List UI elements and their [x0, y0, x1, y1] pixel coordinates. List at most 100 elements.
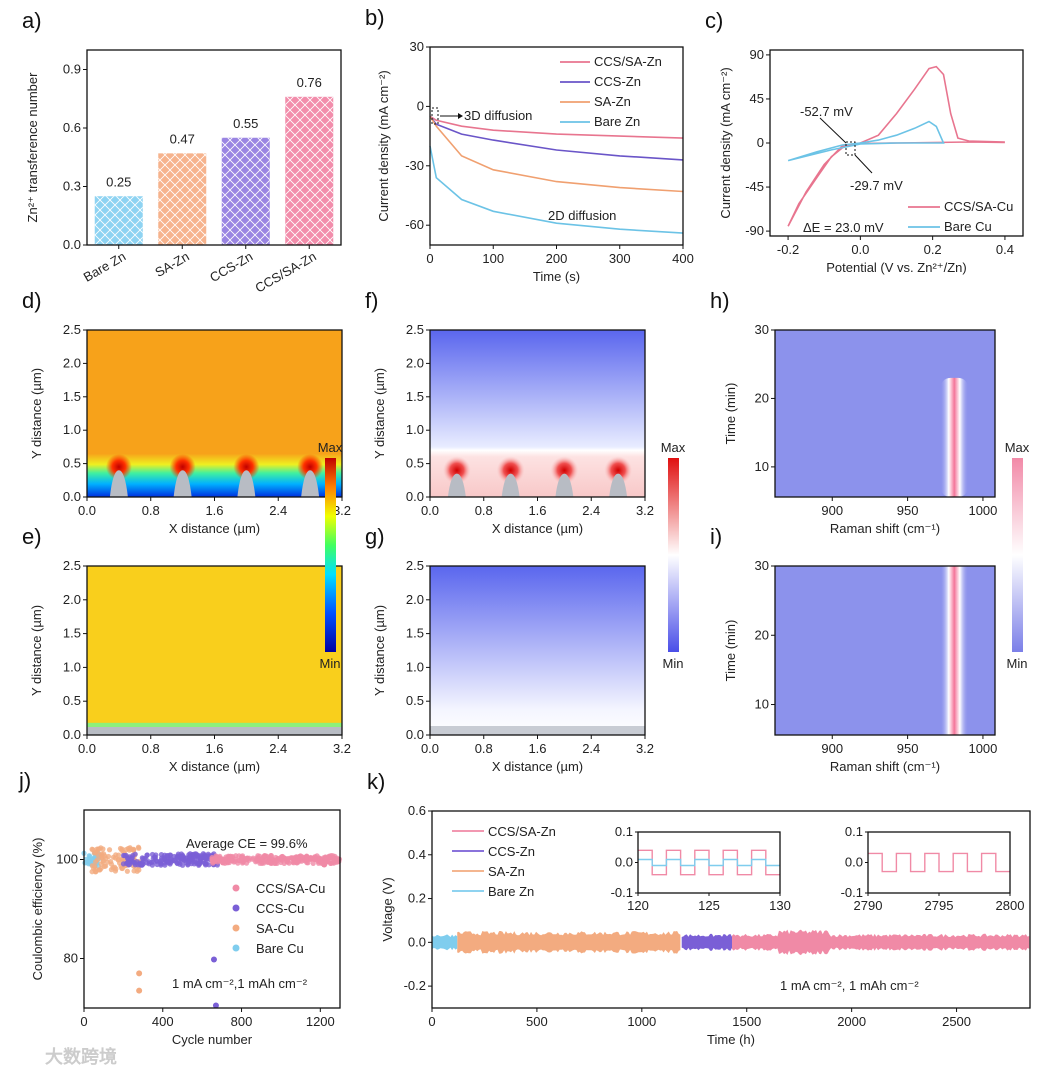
x-tick-label: 1500	[732, 1014, 761, 1029]
y-tick-label: 0.6	[408, 803, 426, 818]
y-tick-label: 0.5	[406, 693, 424, 708]
y-tick-label: -0.2	[404, 978, 426, 993]
plot-frame	[774, 329, 996, 498]
x-tick-label: 2500	[942, 1014, 971, 1029]
arrow	[819, 117, 847, 144]
x-tick-label: 1000	[968, 741, 997, 756]
y-tick-label: 80	[64, 951, 78, 966]
data-point	[143, 856, 149, 862]
annotation: 1 mA cm⁻²,1 mAh cm⁻²	[172, 976, 308, 991]
panel-f: f) 0.0 0.8 1.6 2.4 3.2 0.0 0.5 1.0 1.5 2.0 2.5 X dis…	[365, 288, 654, 536]
x-tick-label: 1200	[306, 1014, 335, 1029]
y-axis-label: Zn²⁺ transference number	[25, 72, 40, 223]
x-tick-label: 3.2	[333, 741, 351, 756]
data-point	[122, 853, 128, 859]
voltage-band	[681, 933, 732, 951]
data-point	[311, 856, 317, 862]
arrow	[854, 154, 873, 174]
outlier-point	[212, 1002, 219, 1009]
x-tick-label: 100	[482, 251, 504, 266]
x-tick-label: 0.8	[475, 741, 493, 756]
raman-peak-band	[940, 566, 969, 735]
panel-a: a) 0.0 0.3 0.6 0.9 Zn²⁺ transference number 0.…	[22, 8, 342, 296]
annotation: -52.7 mV	[800, 104, 853, 119]
hotspot	[233, 453, 260, 480]
data-point	[227, 853, 234, 859]
panel-label: e)	[22, 524, 42, 549]
y-tick-label: 0.0	[63, 237, 81, 252]
y-tick-label: 30	[755, 558, 769, 573]
y-axis-label: Y distance (µm)	[372, 605, 387, 696]
legend-label: SA-Cu	[256, 921, 294, 936]
legend-label: Bare Zn	[488, 884, 534, 899]
y-tick-label: 100	[56, 852, 78, 867]
y-axis-label: Time (min)	[723, 620, 738, 682]
y-tick-label: 1.0	[406, 659, 424, 674]
inset-frame	[637, 831, 781, 894]
colorbar-min-label: Min	[663, 656, 684, 671]
zoom-box	[431, 107, 439, 125]
panel-label: f)	[365, 288, 378, 313]
data-point	[117, 845, 124, 852]
panel-label: i)	[710, 524, 722, 549]
data-point	[108, 867, 115, 873]
x-tick-label: 0.2	[924, 242, 942, 257]
data-point	[113, 866, 119, 872]
colorbar: Max Min	[661, 440, 686, 671]
colorbar-max-label: Max	[661, 440, 686, 455]
x-tick-label: 2800	[996, 898, 1025, 913]
y-tick-label: 2.0	[63, 592, 81, 607]
bar-value-label: 0.25	[106, 174, 131, 189]
y-tick-label: 0.0	[63, 489, 81, 504]
panel-g: g) 0.0 0.8 1.6 2.4 3.2 0.0 0.5 1.0 1.5 2.0 2.5 X dis…	[365, 524, 654, 774]
data-point	[249, 856, 256, 862]
x-tick-label: 2790	[854, 898, 883, 913]
y-axis-label: Y distance (µm)	[372, 368, 387, 459]
outlier-point	[136, 970, 143, 977]
category-label: CCS/SA-Zn	[252, 249, 318, 296]
bar-value-label: 0.47	[170, 131, 195, 146]
y-tick-label: 0.3	[63, 179, 81, 194]
y-tick-label: 30	[755, 322, 769, 337]
panel-d: d) 0.0 0.8 1.6 2.4 3.2 0.0 0.5 1.0 1.5 2.0 2.5 X dis…	[22, 288, 351, 536]
legend-label: SA-Zn	[488, 864, 525, 879]
data-point	[273, 854, 279, 861]
series-line	[787, 120, 945, 162]
x-tick-label: 0	[80, 1014, 87, 1029]
inset-frame	[867, 831, 1011, 894]
category-label: SA-Zn	[152, 249, 191, 280]
data-point	[281, 860, 287, 867]
data-point	[202, 860, 208, 867]
hotspot	[442, 456, 471, 485]
x-tick-label: 2.4	[582, 741, 600, 756]
plot-frame	[769, 49, 1024, 237]
y-tick-label: 2.0	[406, 592, 424, 607]
x-tick-label: 1.6	[528, 741, 546, 756]
y-tick-label: 1.0	[406, 422, 424, 437]
legend-marker	[232, 924, 240, 932]
inset-line	[868, 852, 1010, 873]
data-point	[93, 869, 99, 875]
y-tick-label: 2.5	[406, 558, 424, 573]
data-point	[86, 856, 92, 862]
data-point	[243, 856, 249, 862]
x-tick-label: 0	[426, 251, 433, 266]
plot-frame	[429, 329, 646, 498]
y-tick-label: -30	[405, 158, 424, 173]
x-axis-label: Raman shift (cm⁻¹)	[830, 521, 940, 536]
colorbar-gradient	[668, 458, 679, 652]
data-point	[115, 857, 121, 863]
plot-frame	[431, 810, 1031, 1009]
legend-marker	[232, 884, 240, 892]
panel-j: j) 0 400 800 1200 80 100 Cycle number Coulombic …	[18, 768, 343, 1047]
legend-marker	[232, 904, 240, 912]
voltage-bands	[432, 929, 1030, 956]
y-tick-label: 0	[757, 135, 764, 150]
plot-frame	[429, 46, 684, 246]
zinc-surface	[87, 727, 342, 735]
data-point	[192, 859, 198, 865]
x-tick-label: 800	[231, 1014, 253, 1029]
y-tick-label: 0.5	[63, 693, 81, 708]
x-tick-label: 2000	[837, 1014, 866, 1029]
data-point	[168, 856, 174, 862]
